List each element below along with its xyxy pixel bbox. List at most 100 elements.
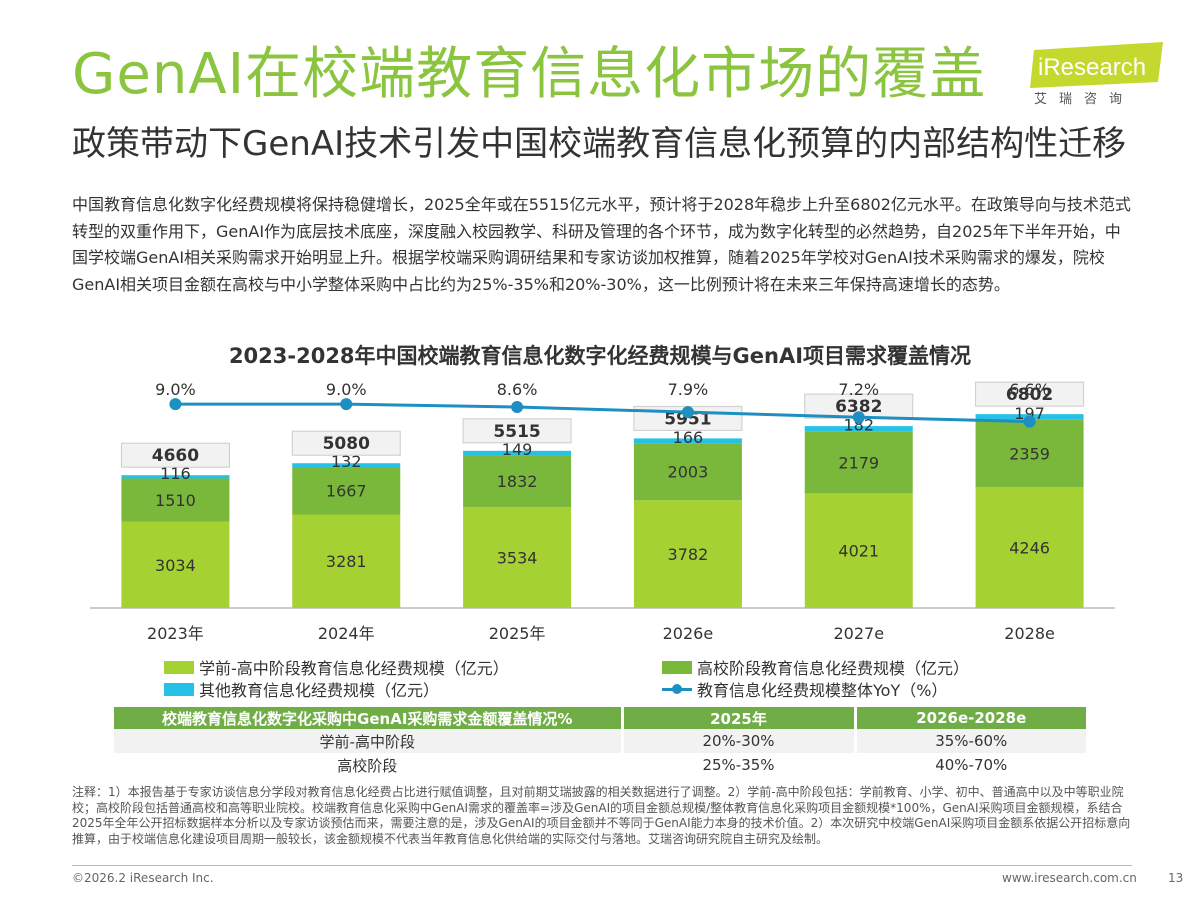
data-label-other: 182 <box>843 416 874 435</box>
data-label-other: 197 <box>1014 404 1045 423</box>
legend-label-university: 高校阶段教育信息化经费规模（亿元） <box>697 659 970 678</box>
table-cell: 20%-30% <box>622 729 857 753</box>
yoy-point <box>852 411 865 424</box>
legend-swatch-yoy <box>662 682 692 696</box>
data-label-k12: 4246 <box>1009 538 1050 557</box>
table-cell: 高校阶段 <box>114 753 624 777</box>
data-label-other: 132 <box>331 452 362 471</box>
bar-segment-k12 <box>292 514 401 608</box>
table-row: 学前-高中阶段 20%-30% 35%-60% <box>114 729 1086 753</box>
data-label-other: 116 <box>160 464 191 483</box>
data-label-university: 2359 <box>1009 444 1050 463</box>
yoy-label: 9.0% <box>326 380 367 399</box>
footnotes: 注释：1）本报告基于专家访谈信息分学段对教育信息化经费占比进行赋值调整，且对前期… <box>72 785 1131 846</box>
bar-segment-university <box>463 455 572 508</box>
total-label: 6802 <box>1006 385 1053 405</box>
yoy-label: 9.0% <box>155 380 196 399</box>
data-label-k12: 3281 <box>326 552 367 571</box>
legend-label-other: 其他教育信息化经费规模（亿元） <box>199 681 440 700</box>
data-label-k12: 3534 <box>497 549 538 568</box>
data-label-k12: 3034 <box>155 556 196 575</box>
yoy-label: 7.9% <box>668 380 709 399</box>
legend-label-yoy: 教育信息化经费规模整体YoY（%） <box>697 681 948 700</box>
data-label-other: 149 <box>502 440 533 459</box>
bar-segment-other <box>292 463 401 467</box>
x-tick-label: 2027e <box>833 624 884 643</box>
total-label: 5080 <box>323 434 370 454</box>
yoy-point <box>340 398 353 411</box>
total-label-box <box>462 418 572 444</box>
bar-segment-other <box>121 475 230 479</box>
data-label-university: 1667 <box>326 482 367 501</box>
data-label-university: 2179 <box>838 453 879 472</box>
yoy-point <box>681 406 694 419</box>
coverage-table: 校端教育信息化数字化采购中GenAI采购需求金额覆盖情况% 2025年 2026… <box>114 707 1086 777</box>
table-cell: 40%-70% <box>935 756 1008 774</box>
page-subtitle: 政策带动下GenAI技术引发中国校端教育信息化预算的内部结构性迁移 <box>72 124 1127 164</box>
data-label-university: 2003 <box>668 463 709 482</box>
total-label: 6382 <box>835 397 882 417</box>
x-tick-label: 2023年 <box>147 624 204 643</box>
yoy-label: 6.6% <box>1009 380 1050 399</box>
total-label-box <box>975 381 1085 407</box>
bar-segment-k12 <box>121 521 230 608</box>
x-tick-label: 2028e <box>1004 624 1055 643</box>
data-label-university: 1832 <box>497 472 538 491</box>
yoy-point <box>169 398 182 411</box>
table-cell: 35%-60% <box>855 729 1086 753</box>
coverage-header-2025: 2025年 <box>622 707 857 729</box>
legend-swatch-k12 <box>164 660 194 674</box>
bar-segment-other <box>804 426 913 432</box>
footer-divider <box>72 865 1132 866</box>
legend-item-yoy: 教育信息化经费规模整体YoY（%） <box>662 677 947 701</box>
yoy-label: 8.6% <box>497 380 538 399</box>
x-tick-label: 2025年 <box>489 624 546 643</box>
total-label: 5951 <box>664 409 711 429</box>
bar-segment-k12 <box>804 493 913 608</box>
data-label-k12: 4021 <box>838 542 879 561</box>
intro-paragraph: 中国教育信息化数字化经费规模将保持稳健增长，2025全年或在5515亿元水平，预… <box>72 195 1131 294</box>
legend-item-other: 其他教育信息化经费规模（亿元） <box>164 677 439 701</box>
yoy-line <box>175 402 1030 424</box>
page-number: 13 <box>1168 871 1184 885</box>
data-label-university: 1510 <box>155 491 196 510</box>
data-label-k12: 3782 <box>668 545 709 564</box>
bar-segment-university <box>121 478 230 522</box>
bar-segment-university <box>804 431 913 494</box>
bar-segment-other <box>463 450 572 456</box>
table-cell: 学前-高中阶段 <box>114 729 624 753</box>
yoy-label: 7.2% <box>838 380 879 399</box>
yoy-point <box>511 401 524 414</box>
legend-item-k12: 学前-高中阶段教育信息化经费规模（亿元） <box>164 655 509 679</box>
total-label-box <box>120 442 230 468</box>
bar-segment-other <box>633 438 742 444</box>
copyright: ©2026.2 iResearch Inc. <box>72 871 214 885</box>
website-url[interactable]: www.iresearch.com.cn <box>1002 871 1137 885</box>
coverage-header-metric: 校端教育信息化数字化采购中GenAI采购需求金额覆盖情况% <box>114 707 624 729</box>
legend-swatch-other <box>164 682 194 696</box>
chart-title: 2023-2028年中国校端教育信息化数字化经费规模与GenAI项目需求覆盖情况 <box>228 344 972 368</box>
bar-segment-university <box>292 466 401 515</box>
bar-segment-k12 <box>633 500 742 608</box>
bar-segment-university <box>633 443 742 501</box>
yoy-point <box>1023 415 1036 428</box>
x-tick-label: 2024年 <box>318 624 375 643</box>
data-label-other: 166 <box>673 428 704 447</box>
x-tick-label: 2026e <box>663 624 714 643</box>
iresearch-logo: iResearch <box>1030 42 1163 88</box>
bar-segment-k12 <box>463 507 572 608</box>
legend-item-university: 高校阶段教育信息化经费规模（亿元） <box>662 655 969 679</box>
coverage-header-2026-2028: 2026e-2028e <box>855 707 1086 729</box>
page-title: GenAI在校端教育信息化市场的覆盖 <box>72 42 987 107</box>
bar-segment-university <box>975 419 1084 487</box>
legend-label-k12: 学前-高中阶段教育信息化经费规模（亿元） <box>199 659 509 678</box>
total-label: 4660 <box>152 446 199 466</box>
table-row: 高校阶段 25%-35% 40%-70% <box>114 753 1086 777</box>
legend-swatch-university <box>662 660 692 674</box>
logo-text: iResearch <box>1038 54 1146 81</box>
logo-chinese: 艾瑞咨询 <box>1034 92 1135 107</box>
total-label: 5515 <box>493 422 540 442</box>
table-cell: 25%-35% <box>622 753 857 777</box>
coverage-table-header: 校端教育信息化数字化采购中GenAI采购需求金额覆盖情况% 2025年 2026… <box>114 707 1086 729</box>
